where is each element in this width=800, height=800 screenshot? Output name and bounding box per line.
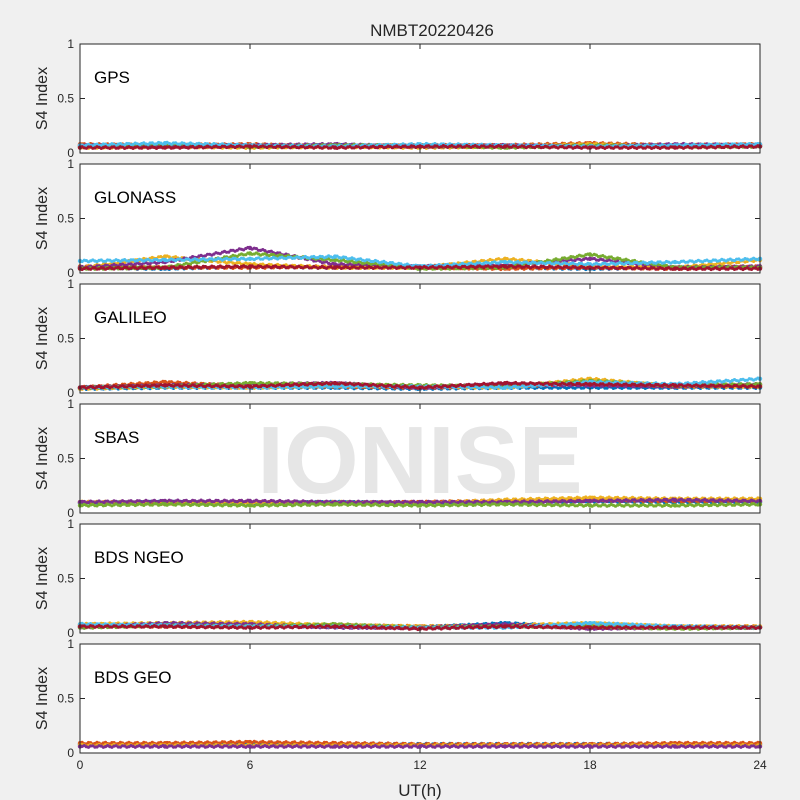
figure-title: NMBT20220426 — [370, 21, 494, 40]
y-tick-label: 1 — [67, 37, 74, 51]
y-tick-label: 0.5 — [57, 212, 74, 226]
axes-background — [80, 284, 760, 393]
panel-label: GPS — [94, 68, 130, 87]
x-axis-label: UT(h) — [398, 781, 441, 800]
y-tick-label: 1 — [67, 157, 74, 171]
axes-background — [80, 44, 760, 153]
y-axis-label: S4 Index — [34, 67, 51, 130]
y-tick-label: 0.5 — [57, 92, 74, 106]
panel-label: GLONASS — [94, 188, 176, 207]
y-axis-label: S4 Index — [34, 187, 51, 250]
